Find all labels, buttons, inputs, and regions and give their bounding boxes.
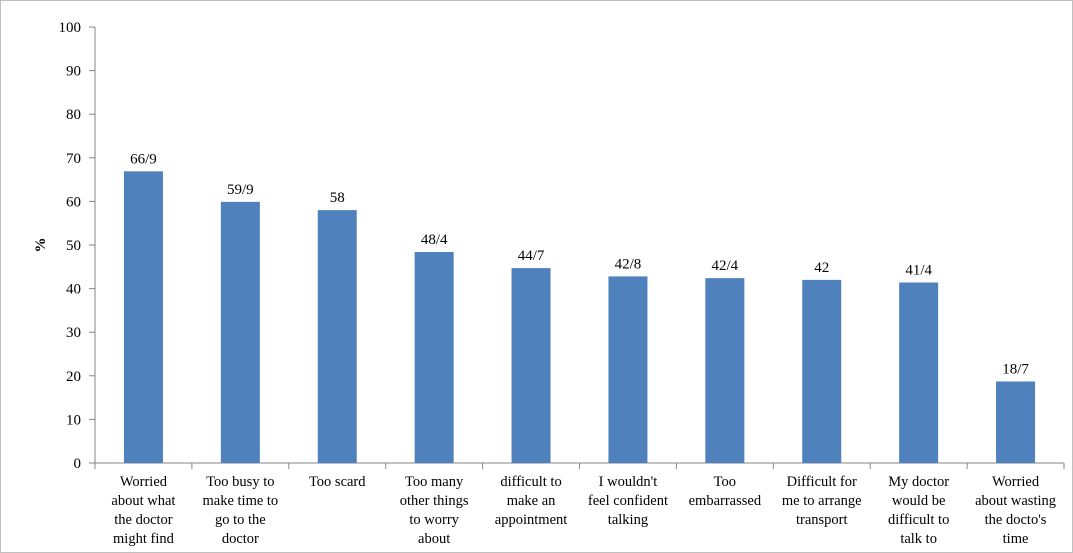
data-label-6: 42/8 — [615, 256, 642, 272]
bar-9 — [899, 282, 939, 463]
category-label-line: about wasting — [975, 493, 1056, 509]
data-label-4: 48/4 — [421, 232, 448, 248]
category-label-line: to worry — [409, 512, 459, 528]
data-label-3: 58 — [330, 190, 345, 206]
category-label-5: difficult to make an appointment — [495, 474, 568, 528]
bar-6 — [608, 276, 648, 463]
y-tick-label: 80 — [66, 107, 81, 123]
category-label-line: about — [418, 531, 450, 547]
bar-2 — [220, 201, 260, 463]
bar-8 — [802, 279, 842, 463]
category-label-line: me to arrange — [782, 493, 862, 509]
category-label-10: Worried about wasting the docto's time — [975, 474, 1056, 547]
category-label-line: the docto's — [985, 512, 1047, 528]
labels: 0 10 20 30 40 50 60 70 80 90 100% 66/9 Worried about … — [33, 20, 1056, 547]
data-label-10: 18/7 — [1002, 361, 1029, 377]
bars — [123, 171, 1036, 464]
category-label-line: Worried — [120, 474, 168, 490]
data-label-2: 59/9 — [227, 182, 254, 198]
category-label-7: Too embarrassed — [689, 474, 762, 509]
category-label-line: might find — [113, 531, 175, 547]
y-tick-label: 50 — [66, 238, 81, 254]
category-label-line: transport — [796, 512, 848, 528]
y-tick-label: 30 — [66, 325, 81, 341]
data-label-8: 42 — [814, 260, 829, 276]
category-label-1: Worried about what the doctor might find — [111, 474, 175, 547]
bar-5 — [511, 268, 551, 463]
category-label-line: about what — [111, 493, 175, 509]
category-label-line: talking — [608, 512, 648, 528]
bar-3 — [317, 210, 357, 463]
category-label-8: Difficult for me to arrange transport — [782, 474, 862, 528]
y-tick-label: 60 — [66, 194, 81, 210]
category-label-line: Too busy to — [206, 474, 274, 490]
y-axis-title: % — [33, 238, 49, 253]
category-label-line: difficult to — [888, 512, 949, 528]
y-tick-label: 100 — [59, 20, 82, 36]
bar-4 — [414, 251, 454, 463]
category-label-line: make an — [507, 493, 556, 509]
y-tick-label: 20 — [66, 369, 81, 385]
bar-10 — [996, 381, 1036, 463]
y-tick-label: 70 — [66, 151, 81, 167]
category-label-line: go to the — [215, 512, 266, 528]
data-label-5: 44/7 — [518, 248, 545, 264]
category-label-line: Difficult for — [787, 474, 857, 490]
y-tick-label: 0 — [74, 456, 82, 472]
category-label-line: embarrassed — [689, 493, 762, 509]
category-label-9: My doctor would be difficult to talk to — [888, 474, 949, 547]
category-label-line: the doctor — [114, 512, 173, 528]
data-label-9: 41/4 — [905, 262, 932, 278]
category-label-4: Too many other things to worry about — [400, 474, 469, 547]
category-label-line: doctor — [222, 531, 259, 547]
category-label-line: other things — [400, 493, 469, 509]
category-label-line: talk to — [900, 531, 937, 547]
category-label-line: would be — [892, 493, 946, 509]
category-label-line: My doctor — [888, 474, 949, 490]
y-tick-label: 40 — [66, 282, 81, 298]
y-tick-label: 90 — [66, 64, 81, 80]
category-label-line: time — [1003, 531, 1029, 547]
category-label-line: appointment — [495, 512, 568, 528]
y-tick-label: 10 — [66, 412, 81, 428]
data-label-1: 66/9 — [130, 151, 157, 167]
category-label-line: Too scard — [309, 474, 366, 490]
category-label-line: I wouldn't — [599, 474, 658, 490]
category-label-2: Too busy to make time to go to the doctor — [202, 474, 278, 547]
category-label-line: Worried — [992, 474, 1040, 490]
category-label-3: Too scard — [309, 474, 366, 490]
bar-1 — [123, 171, 163, 464]
category-label-line: difficult to — [500, 474, 561, 490]
data-label-7: 42/4 — [712, 258, 739, 274]
bar-7 — [705, 278, 745, 463]
category-label-line: make time to — [202, 493, 278, 509]
category-label-6: I wouldn't feel confident talking — [588, 474, 668, 528]
category-label-line: Too — [714, 474, 736, 490]
category-label-line: feel confident — [588, 493, 668, 509]
category-label-line: Too many — [405, 474, 464, 490]
